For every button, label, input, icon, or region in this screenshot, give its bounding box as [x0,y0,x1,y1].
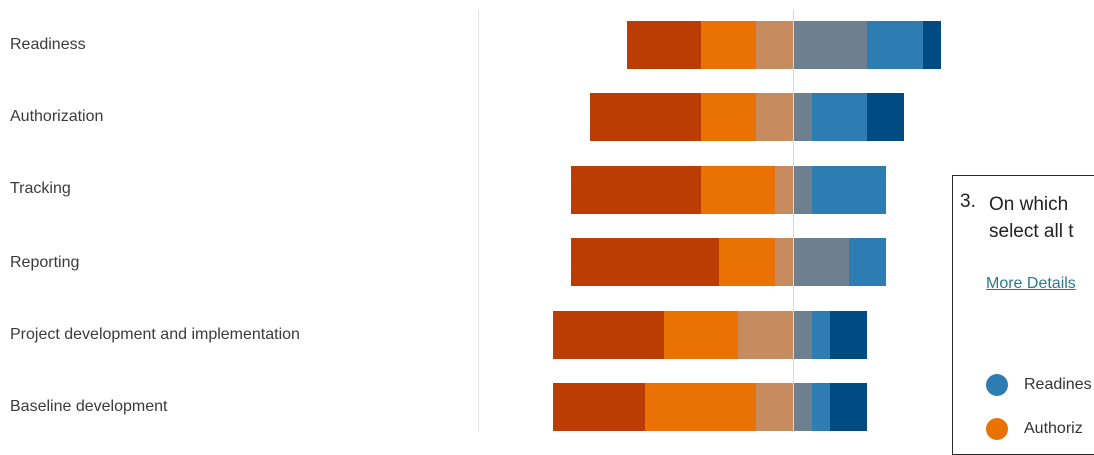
bar-segment[interactable] [626,21,701,69]
question-text: On which select all t [989,191,1094,245]
question-number: 3. [960,191,976,212]
question-line-2: select all t [989,221,1074,242]
bar-segment[interactable] [700,166,775,214]
bar-segment[interactable] [793,311,812,359]
bar-segment[interactable] [552,383,645,431]
bar-row-baseline-development [0,383,1094,431]
bar-segment[interactable] [793,383,812,431]
row-label-tracking: Tracking [10,180,71,197]
more-details-link[interactable]: More Details [986,275,1076,292]
bar-segment[interactable] [793,93,812,141]
bar-segment[interactable] [552,311,664,359]
bar-row-authorization [0,93,1094,141]
bar-segment[interactable] [793,238,849,286]
bar-segment[interactable] [811,383,830,431]
bar-segment[interactable] [811,93,867,141]
bar-segment[interactable] [737,311,793,359]
bar-segment[interactable] [793,166,812,214]
bar-row-project-development-and-implementation [0,311,1094,359]
bar-segment[interactable] [700,21,756,69]
bar-segment[interactable] [571,238,719,286]
question-popup: 3. On which select all t More Details Re… [952,175,1094,455]
bar-segment[interactable] [756,383,793,431]
question-line-1: On which [989,194,1069,215]
bar-segment[interactable] [700,93,756,141]
bar-segment[interactable] [589,93,701,141]
bar-segment[interactable] [756,21,793,69]
bar-segment[interactable] [848,238,886,286]
row-label-authorization: Authorization [10,108,104,125]
row-label-readiness: Readiness [10,36,86,53]
legend-dot-icon [986,374,1008,396]
bar-segment[interactable] [774,238,793,286]
bar-segment[interactable] [774,166,793,214]
bar-segment[interactable] [811,311,830,359]
bar-segment[interactable] [756,93,793,141]
chart-centerline [793,10,794,432]
legend-dot-icon [986,418,1008,440]
bar-segment[interactable] [793,21,867,69]
row-label-project-development: Project development and implementation [10,326,300,343]
bar-segment[interactable] [645,383,756,431]
panel-divider [478,10,479,432]
bar-row-tracking [0,166,1094,214]
bar-segment[interactable] [830,383,867,431]
bar-row-reporting [0,238,1094,286]
bar-segment[interactable] [867,21,923,69]
bar-segment[interactable] [830,311,867,359]
bar-segment[interactable] [867,93,904,141]
bar-segment[interactable] [811,166,886,214]
bar-segment[interactable] [922,21,941,69]
row-label-reporting: Reporting [10,254,80,271]
row-label-baseline-development: Baseline development [10,398,168,415]
bar-segment[interactable] [571,166,701,214]
bar-row-readiness [0,21,1094,69]
bar-segment[interactable] [719,238,775,286]
bar-segment[interactable] [663,311,738,359]
legend-label: Readines [1024,376,1092,393]
legend-label: Authoriz [1024,420,1083,437]
